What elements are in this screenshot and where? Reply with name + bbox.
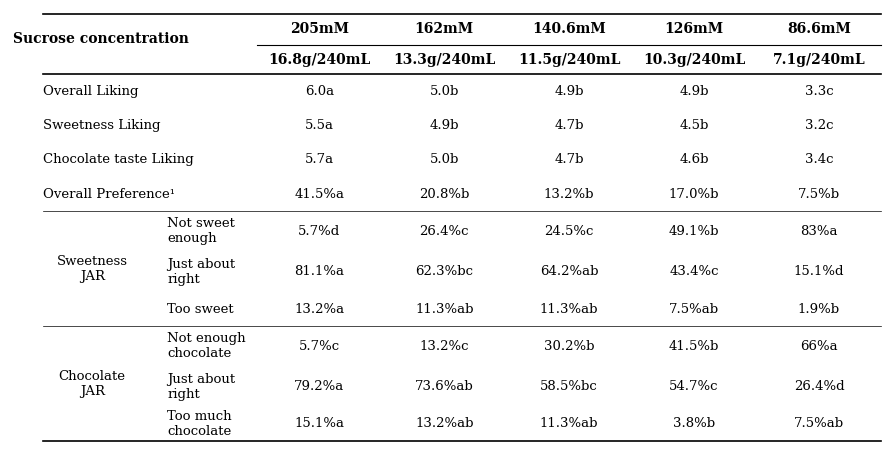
- Text: Just about
right: Just about right: [167, 373, 235, 400]
- Text: 41.5%b: 41.5%b: [669, 340, 719, 353]
- Text: 15.1%a: 15.1%a: [295, 417, 344, 430]
- Text: 62.3%bc: 62.3%bc: [416, 265, 473, 278]
- Text: 49.1%b: 49.1%b: [669, 225, 719, 238]
- Text: 17.0%b: 17.0%b: [669, 188, 719, 201]
- Text: 83%a: 83%a: [800, 225, 837, 238]
- Text: 205mM: 205mM: [290, 22, 349, 36]
- Text: 79.2%a: 79.2%a: [295, 380, 344, 393]
- Text: 86.6mM: 86.6mM: [787, 22, 851, 36]
- Text: 26.4%d: 26.4%d: [794, 380, 845, 393]
- Text: Sweetness
JAR: Sweetness JAR: [57, 255, 128, 283]
- Text: Not sweet
enough: Not sweet enough: [167, 217, 235, 245]
- Text: 3.4c: 3.4c: [805, 153, 833, 166]
- Text: 3.8%b: 3.8%b: [673, 417, 716, 430]
- Text: Chocolate taste Liking: Chocolate taste Liking: [43, 153, 194, 166]
- Text: 81.1%a: 81.1%a: [295, 265, 344, 278]
- Text: 11.5g/240mL: 11.5g/240mL: [518, 53, 620, 67]
- Text: 41.5%a: 41.5%a: [295, 188, 344, 201]
- Text: 7.5%ab: 7.5%ab: [794, 417, 844, 430]
- Text: 6.0a: 6.0a: [304, 85, 334, 98]
- Text: Chocolate
JAR: Chocolate JAR: [59, 369, 125, 397]
- Text: 10.3g/240mL: 10.3g/240mL: [643, 53, 745, 67]
- Text: 4.6b: 4.6b: [679, 153, 708, 166]
- Text: 13.3g/240mL: 13.3g/240mL: [393, 53, 496, 67]
- Text: 54.7%c: 54.7%c: [669, 380, 719, 393]
- Text: 126mM: 126mM: [665, 22, 724, 36]
- Text: 162mM: 162mM: [415, 22, 473, 36]
- Text: 4.9b: 4.9b: [679, 85, 708, 98]
- Text: 66%a: 66%a: [800, 340, 837, 353]
- Text: 5.0b: 5.0b: [430, 85, 459, 98]
- Text: 15.1%d: 15.1%d: [794, 265, 845, 278]
- Text: 43.4%c: 43.4%c: [669, 265, 719, 278]
- Text: Not enough
chocolate: Not enough chocolate: [167, 332, 246, 360]
- Text: 5.5a: 5.5a: [305, 119, 334, 132]
- Text: Overall Preference¹: Overall Preference¹: [43, 188, 175, 201]
- Text: 73.6%ab: 73.6%ab: [415, 380, 473, 393]
- Text: 11.3%ab: 11.3%ab: [540, 302, 598, 315]
- Text: 24.5%c: 24.5%c: [545, 225, 594, 238]
- Text: 3.3c: 3.3c: [805, 85, 833, 98]
- Text: 20.8%b: 20.8%b: [419, 188, 469, 201]
- Text: 13.2%b: 13.2%b: [544, 188, 595, 201]
- Text: Sweetness Liking: Sweetness Liking: [43, 119, 160, 132]
- Text: Too sweet: Too sweet: [167, 302, 234, 315]
- Text: 140.6mM: 140.6mM: [532, 22, 606, 36]
- Text: 16.8g/240mL: 16.8g/240mL: [268, 53, 370, 67]
- Text: 5.7%d: 5.7%d: [298, 225, 341, 238]
- Text: 7.1g/240mL: 7.1g/240mL: [773, 53, 865, 67]
- Text: 11.3%ab: 11.3%ab: [415, 302, 473, 315]
- Text: 11.3%ab: 11.3%ab: [540, 417, 598, 430]
- Text: 4.7b: 4.7b: [554, 119, 584, 132]
- Text: 4.7b: 4.7b: [554, 153, 584, 166]
- Text: 64.2%ab: 64.2%ab: [540, 265, 598, 278]
- Text: 1.9%b: 1.9%b: [798, 302, 840, 315]
- Text: 7.5%ab: 7.5%ab: [669, 302, 719, 315]
- Text: 5.0b: 5.0b: [430, 153, 459, 166]
- Text: 13.2%c: 13.2%c: [419, 340, 469, 353]
- Text: 13.2%ab: 13.2%ab: [415, 417, 473, 430]
- Text: 3.2c: 3.2c: [805, 119, 833, 132]
- Text: 5.7a: 5.7a: [304, 153, 334, 166]
- Text: 5.7%c: 5.7%c: [299, 340, 340, 353]
- Text: 4.5b: 4.5b: [679, 119, 708, 132]
- Text: 58.5%bc: 58.5%bc: [540, 380, 598, 393]
- Text: Overall Liking: Overall Liking: [43, 85, 139, 98]
- Text: 7.5%b: 7.5%b: [798, 188, 840, 201]
- Text: 4.9b: 4.9b: [554, 85, 584, 98]
- Text: 4.9b: 4.9b: [430, 119, 459, 132]
- Text: Just about
right: Just about right: [167, 258, 235, 286]
- Text: 26.4%c: 26.4%c: [419, 225, 469, 238]
- Text: Too much
chocolate: Too much chocolate: [167, 410, 231, 438]
- Text: 13.2%a: 13.2%a: [295, 302, 344, 315]
- Text: Sucrose concentration: Sucrose concentration: [12, 32, 189, 46]
- Text: 30.2%b: 30.2%b: [544, 340, 595, 353]
